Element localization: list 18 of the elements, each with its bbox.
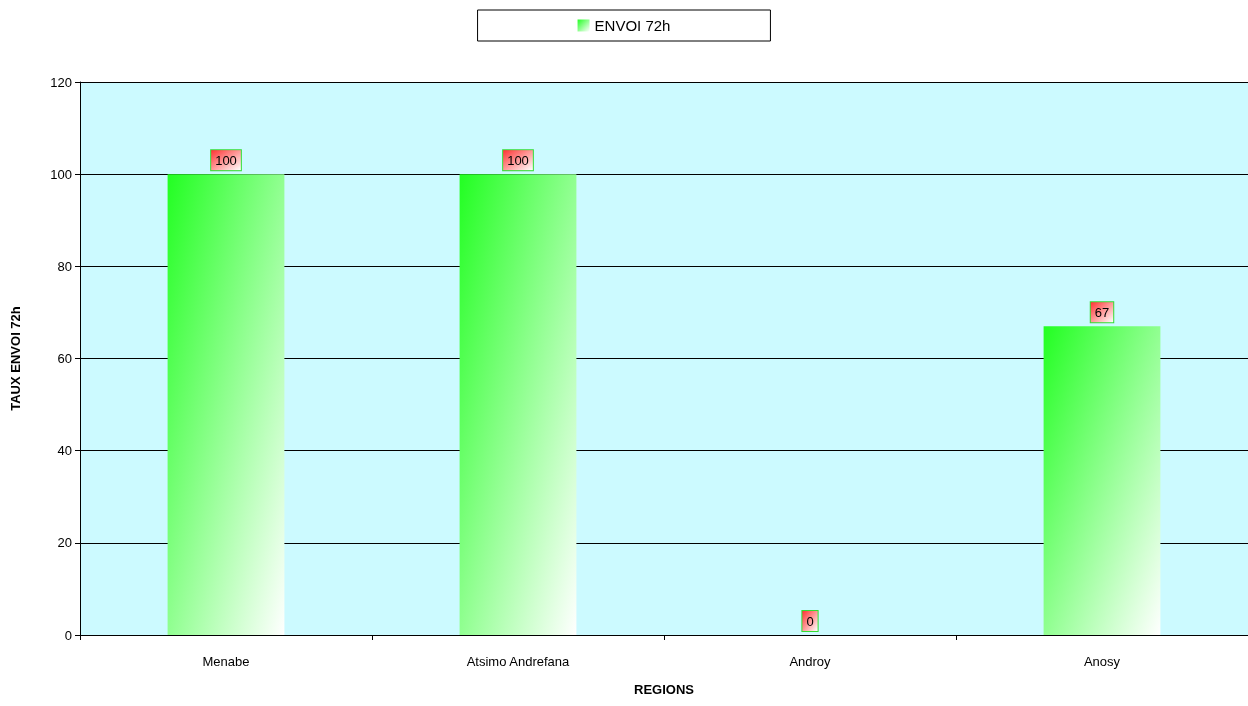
legend-label: ENVOI 72h (594, 17, 671, 34)
data-label: 67 (1094, 305, 1110, 321)
data-label: 100 (215, 153, 237, 169)
x-tick-label: Anosy (1083, 654, 1121, 669)
x-tick-label: Androy (789, 654, 832, 669)
y-tick-label: 100 (50, 166, 72, 182)
y-tick-label: 80 (57, 258, 72, 274)
data-label: 100 (507, 153, 529, 169)
x-axis-title: REGIONS (634, 682, 695, 697)
y-tick-label: 20 (57, 535, 72, 551)
x-tick-label: Atsimo Andrefana (466, 654, 571, 669)
y-axis-title: TAUX ENVOI 72h (8, 306, 23, 411)
y-tick-label: 60 (57, 351, 72, 366)
x-tick-label: Menabe (202, 654, 250, 669)
y-tick-label: 40 (57, 443, 72, 459)
y-tick-label: 0 (64, 627, 72, 643)
y-tick-label: 120 (50, 74, 72, 90)
data-label: 0 (806, 614, 814, 629)
